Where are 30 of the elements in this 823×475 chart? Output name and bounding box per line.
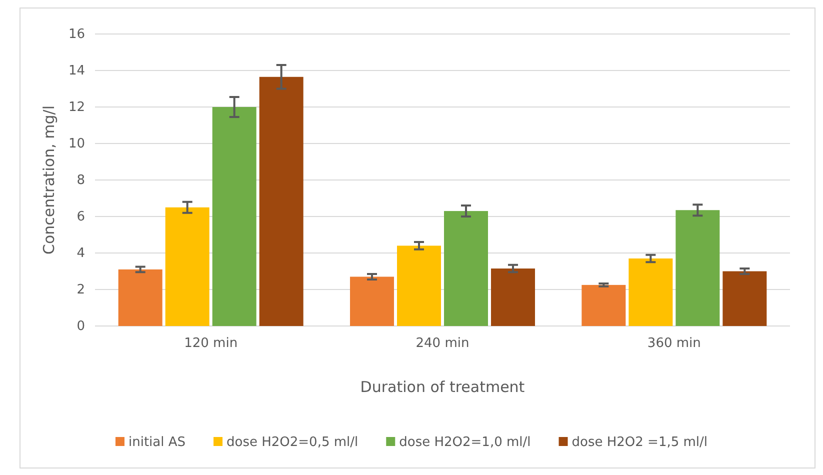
y-tick-label: 6 xyxy=(76,210,85,225)
bar xyxy=(118,269,162,326)
legend-label: dose H2O2=1,0 ml/l xyxy=(399,435,531,450)
bar xyxy=(259,76,304,326)
bar xyxy=(397,246,441,326)
x-tick-label: 360 min xyxy=(647,336,701,352)
bar xyxy=(628,258,673,326)
x-tick-label: 120 min xyxy=(184,336,238,352)
y-axis-title: Concentration, mg/l xyxy=(40,105,58,255)
bar xyxy=(444,211,488,326)
bar xyxy=(676,210,720,326)
bar xyxy=(582,284,626,326)
bar xyxy=(212,107,256,326)
bar xyxy=(350,276,394,326)
y-tick-label: 8 xyxy=(76,173,85,188)
bar xyxy=(491,268,535,326)
legend-label: dose H2O2=0,5 ml/l xyxy=(226,435,358,450)
y-tick-label: 14 xyxy=(68,64,85,79)
legend-label: dose H2O2 =1,5 ml/l xyxy=(572,435,708,450)
y-tick-label: 0 xyxy=(76,319,85,334)
y-tick-label: 4 xyxy=(76,246,85,262)
legend-label: initial AS xyxy=(128,435,186,450)
bar xyxy=(722,271,767,326)
bar xyxy=(165,207,210,326)
x-axis-title: Duration of treatment xyxy=(360,378,525,396)
y-tick-label: 12 xyxy=(68,100,85,116)
y-tick-label: 10 xyxy=(68,136,85,152)
x-tick-label: 240 min xyxy=(416,336,470,352)
y-tick-label: 2 xyxy=(76,282,85,298)
y-tick-label: 16 xyxy=(68,27,85,42)
